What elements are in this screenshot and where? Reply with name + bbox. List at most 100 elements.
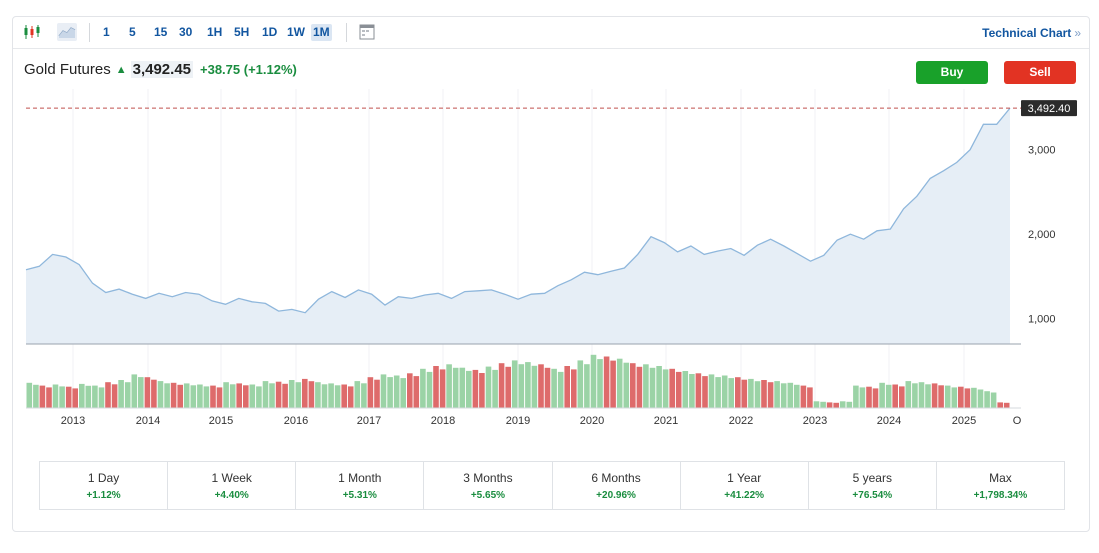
stat-1-day[interactable]: 1 Day +1.12%	[40, 462, 169, 509]
volume-bar	[682, 371, 689, 408]
toolbar-divider	[89, 23, 90, 42]
volume-bar	[853, 385, 859, 408]
volume-bar	[288, 380, 295, 408]
volume-bar	[774, 381, 780, 408]
volume-bar	[85, 385, 92, 408]
volume-bar	[262, 381, 269, 408]
volume-bar	[708, 374, 715, 408]
stat-1-month[interactable]: 1 Month +5.31%	[296, 462, 425, 509]
change-value: +38.75	[200, 62, 241, 77]
volume-bar	[177, 384, 183, 408]
x-tick-label: 2015	[209, 415, 233, 427]
performance-table: 1 Day +1.12% 1 Week +4.40% 1 Month +5.31% 3…	[39, 461, 1065, 510]
volume-bar	[675, 371, 682, 408]
interval-1w[interactable]: 1W	[287, 25, 305, 39]
volume-bar	[735, 377, 741, 408]
volume-bar	[787, 382, 794, 408]
volume-bar	[820, 401, 826, 408]
volume-bar	[813, 401, 820, 408]
volume-bar	[518, 364, 525, 408]
volume-bar	[236, 383, 242, 408]
volume-bar	[899, 386, 905, 408]
volume-bar	[1003, 402, 1010, 408]
volume-bar	[79, 383, 85, 408]
price-area	[26, 108, 1010, 344]
volume-bar	[407, 373, 413, 408]
volume-bar	[223, 382, 229, 408]
volume-bar	[472, 369, 479, 408]
volume-bar	[151, 379, 157, 408]
volume-bar	[557, 371, 564, 408]
interval-15[interactable]: 15	[154, 25, 168, 39]
interval-30[interactable]: 30	[179, 25, 193, 39]
volume-bar	[492, 369, 498, 408]
volume-bar	[636, 366, 643, 408]
interval-1d[interactable]: 1D	[262, 25, 278, 39]
volume-bar	[971, 387, 977, 408]
stat-label: 6 Months	[591, 471, 641, 485]
volume-bar	[210, 385, 216, 408]
y-tick-label: 2,000	[1028, 229, 1056, 241]
price-chart[interactable]: Investing.com3,492.401,0002,0003,0002013…	[13, 17, 1089, 442]
volume-bar	[39, 385, 46, 408]
volume-bar	[485, 366, 492, 408]
arrow-up-icon: ▲	[115, 63, 127, 76]
volume-bar	[138, 377, 144, 408]
volume-bar	[183, 383, 190, 408]
stat-max[interactable]: Max +1,798.34%	[937, 462, 1064, 509]
volume-bar	[531, 365, 538, 408]
instrument-header: Gold Futures ▲ 3,492.45 +38.75 (+1.12%)	[24, 61, 297, 78]
x-tick-label: 2020	[580, 415, 604, 427]
y-tick-label: 1,000	[1028, 314, 1056, 326]
volume-bar	[859, 387, 866, 408]
toolbar-divider	[346, 23, 347, 42]
interval-5[interactable]: 5	[129, 25, 136, 39]
stat-value: +1.12%	[86, 490, 121, 501]
stat-5-years[interactable]: 5 years +76.54%	[809, 462, 937, 509]
volume-bar	[944, 385, 951, 408]
stat-value: +5.65%	[470, 490, 506, 501]
volume-bar	[354, 381, 361, 408]
interval-1h[interactable]: 1H	[207, 25, 223, 39]
volume-bar	[439, 369, 446, 408]
y-tick-label: 3,000	[1028, 145, 1056, 157]
volume-bar	[577, 360, 584, 408]
volume-bar	[538, 364, 544, 408]
buy-button[interactable]: Buy	[916, 61, 988, 84]
volume-bar	[702, 376, 708, 408]
volume-bar	[662, 369, 669, 408]
volume-bar	[413, 376, 420, 408]
stat-1-week[interactable]: 1 Week +4.40%	[168, 462, 297, 509]
chart-widget: 1 5 15 30 1H 5H 1D 1W 1M Technical Chart…	[12, 16, 1090, 532]
area-chart-icon[interactable]	[57, 23, 77, 41]
stat-6-months[interactable]: 6 Months +20.96%	[553, 462, 681, 509]
stat-value: +1,798.34%	[973, 490, 1028, 501]
stat-1-year[interactable]: 1 Year +41.22%	[681, 462, 809, 509]
sell-button[interactable]: Sell	[1004, 61, 1076, 84]
volume-bar	[879, 382, 885, 408]
interval-1m[interactable]: 1M	[311, 24, 332, 41]
volume-bar	[334, 385, 341, 408]
interval-5h[interactable]: 5H	[234, 25, 250, 39]
volume-bar	[59, 386, 65, 408]
interval-1[interactable]: 1	[103, 25, 110, 39]
volume-bar	[951, 387, 958, 408]
volume-bar	[243, 385, 249, 408]
volume-bar	[374, 379, 380, 408]
volume-bar	[603, 356, 610, 408]
volume-bar	[367, 377, 374, 408]
last-price-tag	[1021, 100, 1077, 117]
x-tick-label: 2014	[136, 415, 160, 427]
candlestick-icon[interactable]	[22, 23, 42, 41]
x-tick-label: 2017	[357, 415, 381, 427]
volume-bar	[551, 368, 557, 408]
stat-3-months[interactable]: 3 Months +5.65%	[424, 462, 553, 509]
technical-chart-link[interactable]: Technical Chart»	[982, 26, 1081, 40]
stat-value: +4.40%	[214, 490, 249, 501]
x-tick-label: 2025	[952, 415, 976, 427]
volume-bar	[157, 381, 164, 408]
volume-bar	[65, 386, 72, 408]
volume-bar	[990, 392, 997, 408]
volume-bar	[433, 366, 439, 408]
calendar-icon[interactable]	[357, 23, 377, 41]
